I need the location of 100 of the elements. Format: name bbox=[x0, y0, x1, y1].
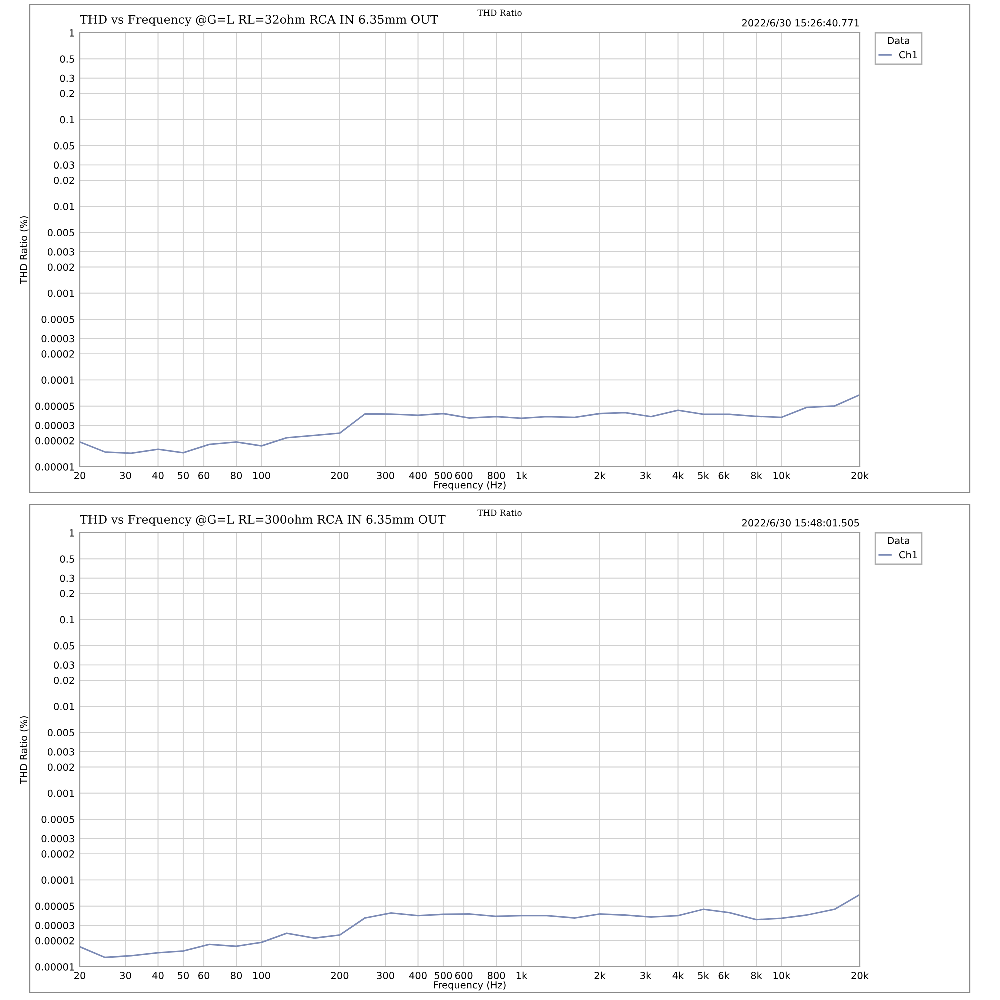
y-tick-label: 0.03 bbox=[54, 662, 74, 670]
x-tick-label: 20k bbox=[852, 472, 869, 480]
x-tick-label: 50 bbox=[178, 472, 190, 480]
y-tick-label: 0.003 bbox=[48, 748, 74, 756]
y-tick-label: 0.0005 bbox=[42, 316, 74, 324]
y-tick-label: 0.0003 bbox=[42, 335, 74, 343]
x-axis-title: Frequency (Hz) bbox=[434, 481, 506, 491]
x-tick-label: 10k bbox=[774, 972, 791, 980]
text: 2022/6/30 15:26:40.771 bbox=[742, 19, 860, 28]
y-axis-title: THD Ratio (%) bbox=[20, 216, 29, 284]
x-tick-label: 400 bbox=[409, 472, 427, 480]
y-tick-label: 0.002 bbox=[48, 264, 74, 272]
x-tick-label: 5k bbox=[698, 472, 710, 480]
legend-title: Data bbox=[888, 537, 910, 544]
y-tick-label: 0.2 bbox=[60, 590, 74, 598]
x-tick-label: 200 bbox=[331, 472, 349, 480]
y-tick-label: 0.00002 bbox=[36, 937, 74, 945]
y-tick-label: 0.05 bbox=[54, 642, 74, 650]
y-tick-label: 0.0001 bbox=[42, 376, 74, 384]
x-tick-label: 600 bbox=[455, 472, 473, 480]
y-tick-label: 1 bbox=[70, 30, 74, 37]
x-tick-label: 500 bbox=[434, 472, 452, 480]
x-tick-label: 1k bbox=[516, 972, 528, 980]
y-tick-label: 0.02 bbox=[54, 676, 74, 684]
y-tick-label: 0.1 bbox=[60, 616, 74, 624]
x-tick-label: 6k bbox=[718, 472, 730, 480]
y-tick-label: 0.001 bbox=[48, 290, 74, 298]
y-tick-label: 0.2 bbox=[60, 90, 74, 98]
x-tick-label: 40 bbox=[152, 472, 164, 480]
y-tick-label: 0.00001 bbox=[36, 463, 74, 471]
x-axis-title: Frequency (Hz) bbox=[434, 981, 506, 991]
x-tick-label: 40 bbox=[152, 972, 164, 980]
x-tick-label: 8k bbox=[751, 472, 762, 480]
line-series bbox=[80, 894, 860, 958]
legend-title: Data bbox=[888, 37, 910, 44]
x-tick-label: 3k bbox=[640, 472, 652, 480]
chart-title: THD Ratio bbox=[478, 10, 522, 16]
y-tick-label: 0.0001 bbox=[42, 876, 74, 884]
y-tick-label: 0.1 bbox=[60, 116, 74, 124]
y-tick-label: 0.00003 bbox=[36, 422, 74, 430]
y-tick-label: 0.0002 bbox=[42, 850, 74, 858]
x-tick-label: 2k bbox=[594, 972, 606, 980]
legend-label: Ch1 bbox=[899, 51, 918, 59]
x-tick-label: 80 bbox=[231, 972, 242, 980]
y-tick-label: 0.002 bbox=[48, 764, 74, 772]
x-tick-label: 30 bbox=[120, 972, 132, 980]
chart-subtitle: THD vs Frequency @G=L RL=300ohm RCA IN 6.35mm OUT bbox=[80, 514, 446, 526]
y-tick-label: 0.00003 bbox=[36, 922, 74, 930]
y-tick-label: 0.00002 bbox=[36, 437, 74, 445]
chart-title: THD Ratio bbox=[478, 510, 522, 516]
x-tick-label: 600 bbox=[455, 972, 473, 980]
x-tick-label: 500 bbox=[434, 972, 452, 980]
y-tick-label: 0.5 bbox=[60, 56, 74, 63]
x-tick-label: 20 bbox=[74, 472, 86, 480]
y-tick-label: 0.05 bbox=[54, 142, 74, 150]
line-series bbox=[80, 394, 860, 454]
x-tick-label: 80 bbox=[231, 472, 242, 480]
y-tick-label: 0.03 bbox=[54, 162, 74, 170]
y-tick-label: 0.3 bbox=[60, 74, 74, 82]
y-tick-label: 0.01 bbox=[54, 703, 74, 710]
x-tick-label: 800 bbox=[488, 972, 506, 980]
y-tick-label: 0.00005 bbox=[36, 402, 74, 410]
x-tick-label: 400 bbox=[409, 972, 427, 980]
x-tick-label: 8k bbox=[751, 972, 762, 980]
y-tick-label: 0.0003 bbox=[42, 835, 74, 843]
y-tick-label: 0.3 bbox=[60, 574, 74, 582]
x-tick-label: 4k bbox=[672, 472, 684, 480]
y-tick-label: 0.005 bbox=[48, 729, 74, 737]
y-tick-label: 0.02 bbox=[54, 176, 74, 184]
x-tick-label: 300 bbox=[377, 972, 394, 980]
x-tick-label: 3k bbox=[640, 972, 652, 980]
y-tick-label: 0.00001 bbox=[36, 963, 74, 971]
y-tick-label: 0.001 bbox=[48, 790, 74, 798]
x-tick-label: 4k bbox=[672, 972, 684, 980]
x-tick-label: 20k bbox=[852, 972, 869, 980]
x-tick-label: 60 bbox=[198, 972, 210, 980]
y-tick-label: 0.01 bbox=[54, 203, 74, 210]
y-tick-label: 0.00005 bbox=[36, 902, 74, 910]
y-tick-label: 0.0002 bbox=[42, 350, 74, 358]
x-tick-label: 6k bbox=[718, 972, 730, 980]
x-tick-label: 20 bbox=[74, 972, 86, 980]
x-tick-label: 800 bbox=[488, 472, 506, 480]
x-tick-label: 10k bbox=[774, 472, 791, 480]
y-tick-label: 1 bbox=[70, 530, 74, 537]
legend-label: Ch1 bbox=[899, 551, 918, 559]
x-tick-label: 1k bbox=[516, 472, 528, 480]
x-tick-label: 100 bbox=[254, 972, 270, 980]
y-tick-label: 0.005 bbox=[48, 229, 74, 237]
text: 2022/6/30 15:48:01.505 bbox=[742, 519, 860, 528]
x-tick-label: 2k bbox=[594, 472, 606, 480]
y-tick-label: 0.003 bbox=[48, 248, 74, 256]
x-tick-label: 30 bbox=[120, 472, 132, 480]
x-tick-label: 300 bbox=[377, 472, 394, 480]
y-tick-label: 0.5 bbox=[60, 556, 74, 563]
y-tick-label: 0.0005 bbox=[42, 816, 74, 824]
x-tick-label: 5k bbox=[698, 972, 710, 980]
chart-subtitle: THD vs Frequency @G=L RL=32ohm RCA IN 6.35mm OUT bbox=[80, 14, 438, 26]
x-tick-label: 60 bbox=[198, 472, 210, 480]
x-tick-label: 100 bbox=[254, 472, 270, 480]
x-tick-label: 200 bbox=[331, 972, 349, 980]
